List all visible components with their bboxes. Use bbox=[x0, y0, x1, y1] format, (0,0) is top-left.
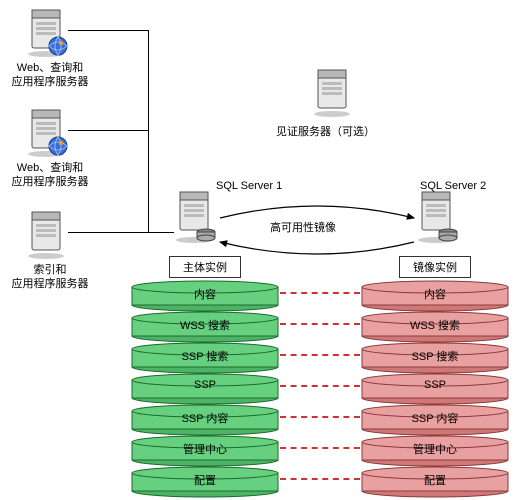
db-disk-label: 管理中心 bbox=[360, 441, 510, 457]
mirror-link bbox=[280, 354, 360, 356]
db-disk-label: WSS 搜索 bbox=[360, 317, 510, 333]
db-disk-label: 配置 bbox=[130, 472, 280, 488]
db-disk: SSP bbox=[130, 373, 280, 402]
db-disk-label: SSP 内容 bbox=[360, 410, 510, 426]
stack-header: 主体实例 bbox=[169, 256, 241, 278]
db-disk: 配置 bbox=[130, 466, 280, 495]
db-disk: 内容 bbox=[130, 280, 280, 309]
mirror-link bbox=[280, 447, 360, 449]
db-disk: SSP 内容 bbox=[360, 404, 510, 433]
db-disk-label: 内容 bbox=[360, 286, 510, 302]
mirror-link bbox=[280, 292, 360, 294]
mirror-link bbox=[280, 478, 360, 480]
db-disk: SSP 搜索 bbox=[360, 342, 510, 371]
stack-header: 镜像实例 bbox=[399, 256, 471, 278]
db-disk-label: SSP bbox=[360, 379, 510, 391]
db-disk: 管理中心 bbox=[360, 435, 510, 464]
db-disk: SSP 内容 bbox=[130, 404, 280, 433]
mirror-db-stack: 镜像实例 内容 WSS 搜索 SSP 搜索 SSP bbox=[360, 256, 510, 497]
db-disk-label: WSS 搜索 bbox=[130, 317, 280, 333]
db-disk-label: SSP 内容 bbox=[130, 410, 280, 426]
db-disk-label: SSP 搜索 bbox=[130, 348, 280, 364]
db-disk-label: 管理中心 bbox=[130, 441, 280, 457]
db-disk: WSS 搜索 bbox=[130, 311, 280, 340]
mirror-label: 高可用性镜像 bbox=[270, 222, 336, 236]
db-disk: SSP bbox=[360, 373, 510, 402]
db-disk-label: SSP bbox=[130, 379, 280, 391]
db-disk: 配置 bbox=[360, 466, 510, 495]
mirror-link bbox=[280, 323, 360, 325]
mirror-link bbox=[280, 416, 360, 418]
db-disk: 内容 bbox=[360, 280, 510, 309]
db-disk: SSP 搜索 bbox=[130, 342, 280, 371]
mirror-link bbox=[280, 385, 360, 387]
db-disk-label: 内容 bbox=[130, 286, 280, 302]
principal-db-stack: 主体实例 内容 WSS 搜索 SSP 搜索 SSP bbox=[130, 256, 280, 497]
db-disk-label: 配置 bbox=[360, 472, 510, 488]
db-disk: 管理中心 bbox=[130, 435, 280, 464]
db-disk-label: SSP 搜索 bbox=[360, 348, 510, 364]
db-disk: WSS 搜索 bbox=[360, 311, 510, 340]
